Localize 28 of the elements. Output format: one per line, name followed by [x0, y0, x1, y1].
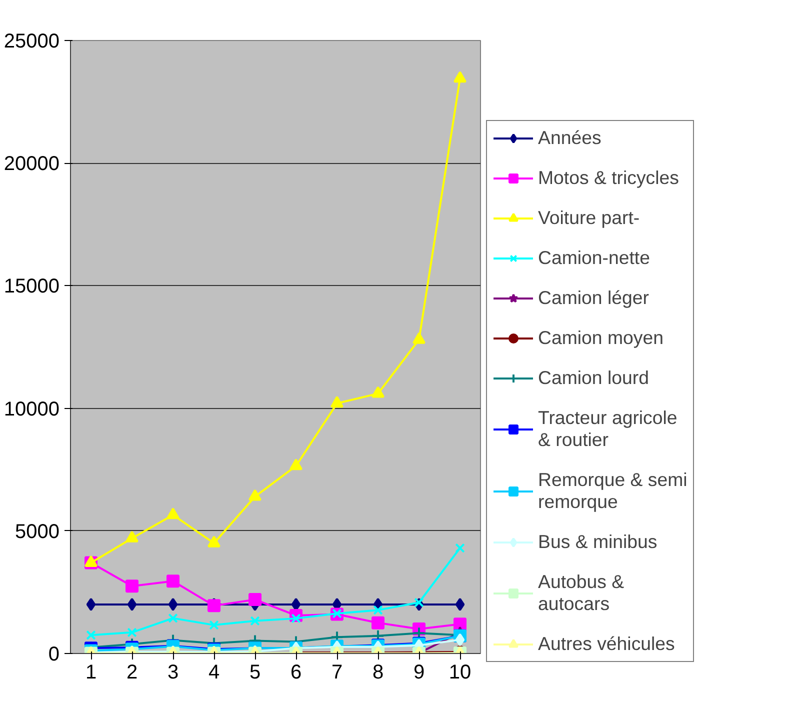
legend-label: Autobus & autocars — [538, 571, 624, 615]
y-tick-label: 5000 — [15, 520, 60, 543]
legend-label: Tracteur agricole & routier — [538, 407, 678, 451]
legend-label: Camion lourd — [538, 367, 649, 389]
x-tick-label: 6 — [290, 662, 302, 684]
x-tick-label: 1 — [85, 662, 97, 684]
x-tick-label: 5 — [249, 662, 261, 684]
legend-label: Camion-nette — [538, 247, 650, 269]
x-tick-label: 2 — [126, 662, 138, 684]
legend-label: Voiture part- — [538, 207, 640, 229]
y-tick-label: 0 — [48, 644, 60, 666]
legend-label: Bus & minibus — [538, 531, 658, 553]
y-tick-label: 15000 — [4, 276, 60, 298]
legend-label: Camion moyen — [538, 327, 664, 349]
legend-label: Autres véhicules — [538, 633, 675, 655]
y-tick-label: 25000 — [4, 30, 60, 52]
x-tick-label: 7 — [331, 662, 343, 684]
legend-label: Remorque & semi remorque — [538, 469, 688, 513]
legend-label: Années — [538, 127, 602, 149]
x-tick-label: 9 — [413, 662, 425, 684]
x-tick-label: 10 — [448, 662, 472, 684]
legend-label: Camion léger — [538, 287, 649, 309]
y-tick-label: 20000 — [4, 153, 60, 176]
x-tick-label: 3 — [167, 662, 179, 684]
y-tick-label: 10000 — [4, 398, 60, 420]
x-tick-label: 8 — [372, 662, 384, 684]
legend-label: Motos & tricycles — [538, 167, 679, 189]
x-tick-label: 4 — [208, 662, 220, 684]
